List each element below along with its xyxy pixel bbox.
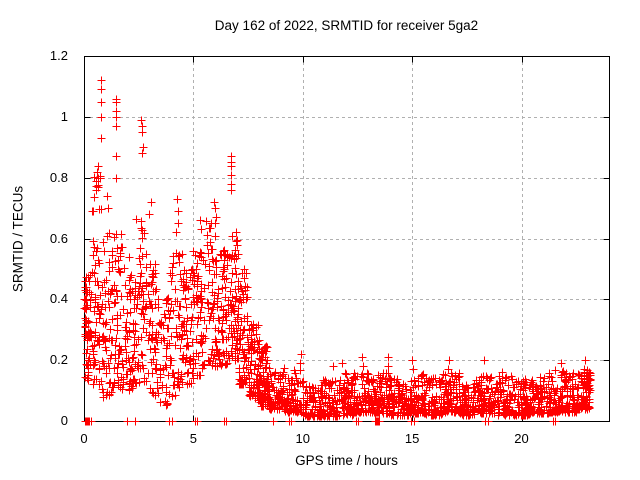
x-tick-label: 0 [80, 431, 88, 446]
gridlines [84, 56, 609, 421]
x-axis-title: GPS time / hours [295, 453, 398, 468]
x-tick-label: 15 [404, 431, 420, 446]
y-tick-label: 0 [60, 413, 68, 428]
chart-title: Day 162 of 2022, SRMTID for receiver 5ga… [214, 18, 479, 33]
x-tick-label: 10 [295, 431, 310, 446]
y-tick-label: 0.2 [49, 352, 68, 368]
y-tick-label: 0.8 [49, 169, 68, 185]
y-tick-label: 1.2 [49, 48, 68, 63]
y-tick-label: 1 [60, 108, 68, 124]
y-tick-label: 0.6 [49, 230, 68, 246]
x-tick-label: 5 [189, 431, 197, 446]
y-tick-label: 0.4 [49, 291, 68, 307]
x-tick-label: 20 [514, 431, 529, 446]
data-points [80, 76, 595, 426]
